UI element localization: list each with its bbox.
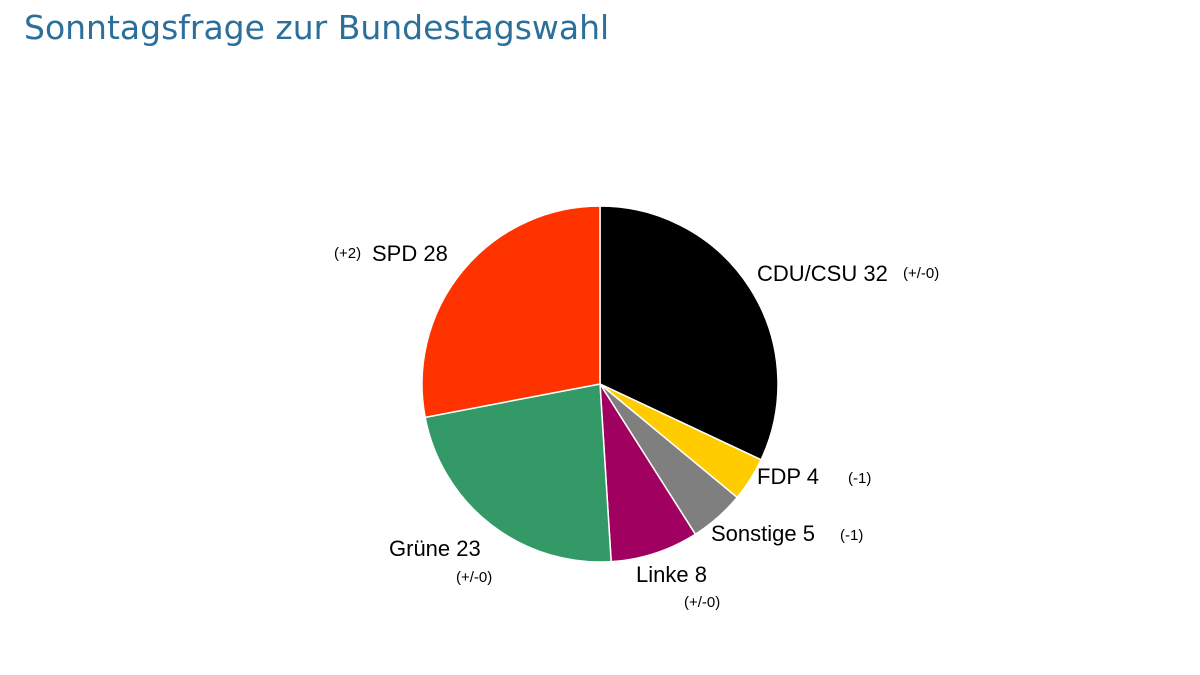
slice-label: Sonstige 5 <box>711 521 815 546</box>
chart-title: Sonntagsfrage zur Bundestagswahl <box>24 8 610 47</box>
pie-slices <box>421 205 779 563</box>
pie-slice-spd <box>421 205 601 419</box>
pie-slice-cdu-csu <box>599 205 779 461</box>
slice-change-label: (+/-0) <box>456 569 492 586</box>
pie-slice-linke <box>599 383 697 563</box>
slice-change-label: (-1) <box>840 527 863 544</box>
slice-label: CDU/CSU 32 <box>757 261 888 286</box>
slice-label: Linke 8 <box>636 562 707 587</box>
slice-change-label: (+2) <box>334 245 361 262</box>
pie-labels: CDU/CSU 32 (+/-0) FDP 4 (-1) Sonstige 5 (-1) L… <box>334 241 939 611</box>
slice-change-label: (-1) <box>848 470 871 487</box>
slice-label: SPD 28 <box>372 241 448 266</box>
pie-slice-gr-ne <box>424 383 612 563</box>
slice-change-label: (+/-0) <box>684 594 720 611</box>
slice-label: FDP 4 <box>757 464 819 489</box>
slice-change-label: (+/-0) <box>903 265 939 282</box>
slice-label: Grüne 23 <box>389 536 481 561</box>
